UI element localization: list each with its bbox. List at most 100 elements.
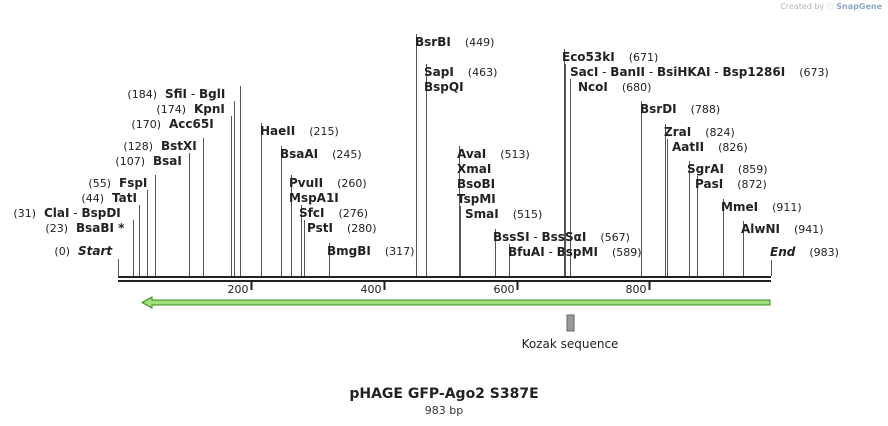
- site-mspa1i[interactable]: MspA1I: [289, 191, 339, 205]
- site-name-bsssi: BssSI - BssSαI: [493, 230, 586, 244]
- site-zrai[interactable]: ZraI (824): [664, 125, 735, 139]
- site-bsssi[interactable]: BssSI - BssSαI (567): [493, 230, 630, 244]
- site-name-part: SmaI: [465, 207, 499, 221]
- site-name-bsrbi: BsrBI: [415, 35, 451, 49]
- site-pos-smai: (515): [513, 208, 543, 221]
- site-name-bsobi: BsoBI: [457, 177, 495, 191]
- site-pos-sapi: (463): [468, 66, 498, 79]
- site-bsrbi[interactable]: BsrBI (449): [415, 35, 494, 49]
- site-pos-zrai: (824): [705, 126, 735, 139]
- site-fspi[interactable]: FspI (55): [88, 176, 147, 190]
- site-pos-eco53ki: (671): [629, 51, 659, 64]
- scale-ticks: 200 400 600 800: [228, 282, 651, 296]
- site-bsai[interactable]: BsaI (107): [115, 154, 181, 168]
- site-pos-end: (983): [809, 246, 839, 259]
- site-pasi[interactable]: PasI (872): [695, 177, 767, 191]
- site-name-part: BsaAI: [280, 147, 318, 161]
- site-name-fspi: FspI: [119, 176, 147, 190]
- site-psti[interactable]: PstI (280): [307, 221, 377, 235]
- snapgene-credit: Created by ◌ SnapGene: [780, 2, 882, 11]
- site-kpni[interactable]: KpnI (174): [156, 102, 225, 116]
- site-start[interactable]: Start (0): [54, 244, 113, 258]
- site-tati[interactable]: TatI (44): [81, 191, 137, 205]
- site-pos-bmgbi: (317): [385, 245, 415, 258]
- site-name-part: -: [187, 87, 199, 101]
- site-pos-pasi: (872): [737, 178, 767, 191]
- site-pos-saci: (673): [799, 66, 829, 79]
- site-name-aatii: AatII: [672, 140, 704, 154]
- site-name-bsaai: BsaAI: [280, 147, 318, 161]
- site-name-saci: SacI - BanII - BsiHKAI - Bsp1286I: [570, 65, 785, 79]
- plasmid-length: 983 bp: [424, 404, 464, 417]
- site-name-part: Start: [78, 244, 113, 258]
- site-aatii[interactable]: AatII (826): [672, 140, 748, 154]
- snapgene-logo-icon: ◌: [826, 2, 834, 11]
- site-pos-kpni: (174): [156, 103, 186, 116]
- site-bfuai[interactable]: BfuAI - BspMI (589): [508, 245, 642, 259]
- site-clai[interactable]: ClaI - BspDI (31): [13, 206, 120, 220]
- site-name-part: -: [645, 65, 657, 79]
- site-bspqi[interactable]: BspQI: [424, 80, 464, 94]
- site-name-sapi: SapI: [424, 65, 454, 79]
- site-labels: Start(0) BsaBI * (23) ClaI - BspDI(31)TatI(…: [13, 35, 839, 259]
- site-name-part: SacI: [570, 65, 598, 79]
- site-name-part: End: [770, 245, 796, 259]
- site-avai[interactable]: AvaI (513): [457, 147, 530, 161]
- site-bsobi[interactable]: BsoBI: [457, 177, 495, 191]
- site-name-tspmi: TspMI: [457, 192, 496, 206]
- site-bsaai[interactable]: BsaAI (245): [280, 147, 362, 161]
- site-sapi[interactable]: SapI (463): [424, 65, 497, 79]
- site-name-part: PstI: [307, 221, 333, 235]
- site-bsrdi[interactable]: BsrDI (788): [640, 102, 720, 116]
- site-name-smai: SmaI: [465, 207, 499, 221]
- site-name-part: BspQI: [424, 80, 464, 94]
- site-name-xmai: XmaI: [457, 162, 491, 176]
- site-name-part: MspA1I: [289, 191, 339, 205]
- site-sgrai[interactable]: SgrAI (859): [687, 162, 768, 176]
- site-pos-bsabi: (23): [45, 222, 68, 235]
- brand-name: SnapGene: [836, 2, 882, 11]
- site-name-bmgbi: BmgBI: [327, 244, 371, 258]
- plasmid-name: pHAGE GFP-Ago2 S387E: [349, 386, 539, 402]
- site-bstxi[interactable]: BstXI (128): [123, 139, 196, 153]
- site-name-part: -: [598, 65, 610, 79]
- site-pos-bsrbi: (449): [465, 36, 495, 49]
- site-name-zrai: ZraI: [664, 125, 691, 139]
- site-name-part: -: [69, 206, 81, 220]
- site-acc65i[interactable]: Acc65I (170): [131, 117, 213, 131]
- site-pos-sfii: (184): [127, 88, 157, 101]
- site-name-part: KpnI: [194, 102, 225, 116]
- site-smai[interactable]: SmaI (515): [465, 207, 542, 221]
- site-name-mmei: MmeI: [721, 200, 758, 214]
- site-xmai[interactable]: XmaI: [457, 162, 491, 176]
- site-name-part: -: [545, 245, 557, 259]
- site-pos-haeii: (215): [309, 125, 339, 138]
- site-saci[interactable]: SacI - BanII - BsiHKAI - Bsp1286I (673): [570, 65, 829, 79]
- site-pos-ncoi: (680): [622, 81, 652, 94]
- site-alwni[interactable]: AlwNI (941): [741, 222, 824, 236]
- site-bsabi[interactable]: BsaBI * (23): [45, 221, 125, 235]
- site-haeii[interactable]: HaeII (215): [260, 124, 339, 138]
- gfp-arrow-shape[interactable]: [140, 296, 771, 309]
- gfp-feature-arrow[interactable]: [140, 296, 771, 309]
- site-bmgbi[interactable]: BmgBI (317): [327, 244, 414, 258]
- site-tspmi[interactable]: TspMI: [457, 192, 496, 206]
- site-name-bsai: BsaI: [153, 154, 182, 168]
- site-name-bsabi: BsaBI *: [76, 221, 125, 235]
- site-sfci[interactable]: SfcI (276): [299, 206, 368, 220]
- site-name-avai: AvaI: [457, 147, 486, 161]
- site-mmei[interactable]: MmeI (911): [721, 200, 802, 214]
- site-pos-clai: (31): [13, 207, 36, 220]
- site-pos-bstxi: (128): [123, 140, 153, 153]
- kozak-feature-box[interactable]: [566, 314, 575, 332]
- site-name-part: TspMI: [457, 192, 496, 206]
- site-end[interactable]: End (983): [770, 245, 839, 259]
- site-pvuii[interactable]: PvuII (260): [289, 176, 367, 190]
- site-ncoi[interactable]: NcoI (680): [578, 80, 651, 94]
- site-sfii[interactable]: SfiI - BglI (184): [127, 87, 225, 101]
- site-name-part: BstXI: [161, 139, 197, 153]
- site-eco53ki[interactable]: Eco53kI (671): [562, 50, 658, 64]
- site-pos-alwni: (941): [794, 223, 824, 236]
- site-name-part: BsaI: [153, 154, 182, 168]
- site-name-part: Eco53kI: [562, 50, 615, 64]
